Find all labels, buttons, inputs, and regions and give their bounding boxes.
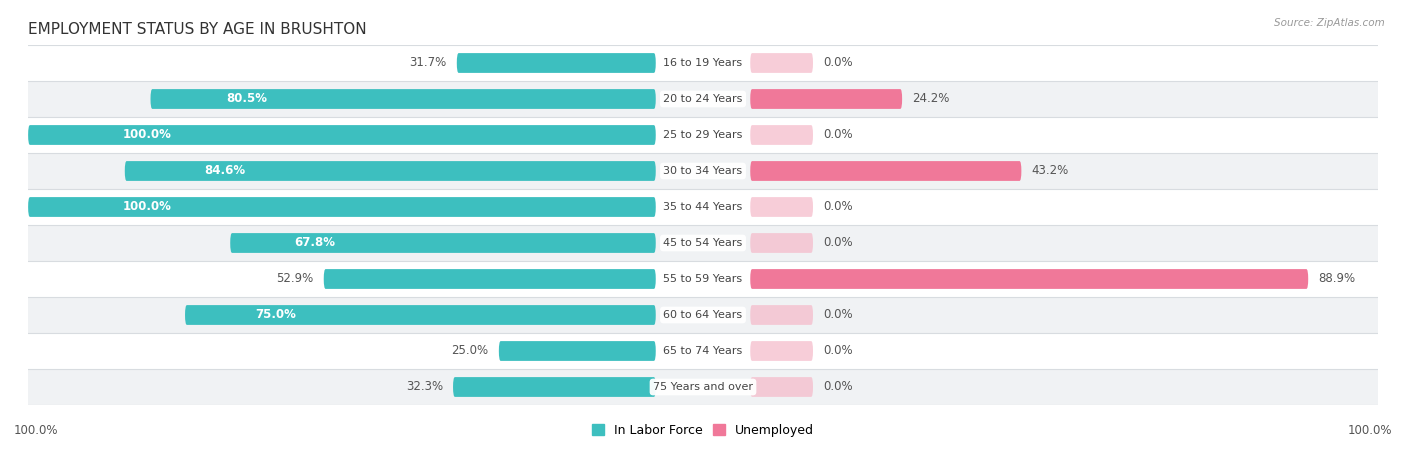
- Text: 0.0%: 0.0%: [823, 57, 853, 69]
- Text: 65 to 74 Years: 65 to 74 Years: [664, 346, 742, 356]
- FancyBboxPatch shape: [751, 53, 813, 73]
- Text: 0.0%: 0.0%: [823, 345, 853, 357]
- FancyBboxPatch shape: [28, 125, 655, 145]
- Bar: [28, 117, 1378, 153]
- FancyBboxPatch shape: [751, 161, 1021, 181]
- Text: 0.0%: 0.0%: [823, 381, 853, 393]
- FancyBboxPatch shape: [751, 305, 813, 325]
- Bar: [28, 297, 1378, 333]
- FancyBboxPatch shape: [751, 125, 813, 145]
- Bar: [28, 261, 1378, 297]
- FancyBboxPatch shape: [751, 269, 1308, 289]
- Text: 0.0%: 0.0%: [823, 201, 853, 213]
- Text: EMPLOYMENT STATUS BY AGE IN BRUSHTON: EMPLOYMENT STATUS BY AGE IN BRUSHTON: [28, 22, 367, 37]
- FancyBboxPatch shape: [186, 305, 655, 325]
- Bar: [28, 81, 1378, 117]
- Text: 55 to 59 Years: 55 to 59 Years: [664, 274, 742, 284]
- Text: 80.5%: 80.5%: [226, 93, 267, 105]
- Text: 0.0%: 0.0%: [823, 237, 853, 249]
- Text: 100.0%: 100.0%: [14, 423, 59, 436]
- Text: 43.2%: 43.2%: [1032, 165, 1069, 177]
- Text: 100.0%: 100.0%: [122, 129, 172, 141]
- FancyBboxPatch shape: [751, 89, 903, 109]
- Bar: [28, 369, 1378, 405]
- Text: 16 to 19 Years: 16 to 19 Years: [664, 58, 742, 68]
- FancyBboxPatch shape: [457, 53, 655, 73]
- FancyBboxPatch shape: [28, 197, 655, 217]
- Text: 100.0%: 100.0%: [122, 201, 172, 213]
- Bar: [28, 225, 1378, 261]
- Text: 0.0%: 0.0%: [823, 309, 853, 321]
- Text: 84.6%: 84.6%: [204, 165, 246, 177]
- Bar: [28, 153, 1378, 189]
- FancyBboxPatch shape: [751, 233, 813, 253]
- Text: 35 to 44 Years: 35 to 44 Years: [664, 202, 742, 212]
- Bar: [28, 333, 1378, 369]
- FancyBboxPatch shape: [751, 377, 813, 397]
- Bar: [28, 45, 1378, 81]
- Text: 31.7%: 31.7%: [409, 57, 447, 69]
- Text: 24.2%: 24.2%: [912, 93, 949, 105]
- Text: 60 to 64 Years: 60 to 64 Years: [664, 310, 742, 320]
- FancyBboxPatch shape: [751, 341, 813, 361]
- Text: 75 Years and over: 75 Years and over: [652, 382, 754, 392]
- Text: 52.9%: 52.9%: [277, 273, 314, 285]
- FancyBboxPatch shape: [231, 233, 655, 253]
- Bar: [28, 189, 1378, 225]
- Text: 67.8%: 67.8%: [294, 237, 335, 249]
- FancyBboxPatch shape: [150, 89, 655, 109]
- Text: 0.0%: 0.0%: [823, 129, 853, 141]
- FancyBboxPatch shape: [751, 197, 813, 217]
- Text: 25 to 29 Years: 25 to 29 Years: [664, 130, 742, 140]
- Text: 30 to 34 Years: 30 to 34 Years: [664, 166, 742, 176]
- Text: 88.9%: 88.9%: [1319, 273, 1355, 285]
- FancyBboxPatch shape: [499, 341, 655, 361]
- Text: 100.0%: 100.0%: [1347, 423, 1392, 436]
- Text: 45 to 54 Years: 45 to 54 Years: [664, 238, 742, 248]
- FancyBboxPatch shape: [453, 377, 655, 397]
- Text: 20 to 24 Years: 20 to 24 Years: [664, 94, 742, 104]
- FancyBboxPatch shape: [323, 269, 655, 289]
- Text: 25.0%: 25.0%: [451, 345, 489, 357]
- FancyBboxPatch shape: [125, 161, 655, 181]
- Legend: In Labor Force, Unemployed: In Labor Force, Unemployed: [586, 419, 820, 442]
- Text: Source: ZipAtlas.com: Source: ZipAtlas.com: [1274, 18, 1385, 28]
- Text: 75.0%: 75.0%: [256, 309, 297, 321]
- Text: 32.3%: 32.3%: [406, 381, 443, 393]
